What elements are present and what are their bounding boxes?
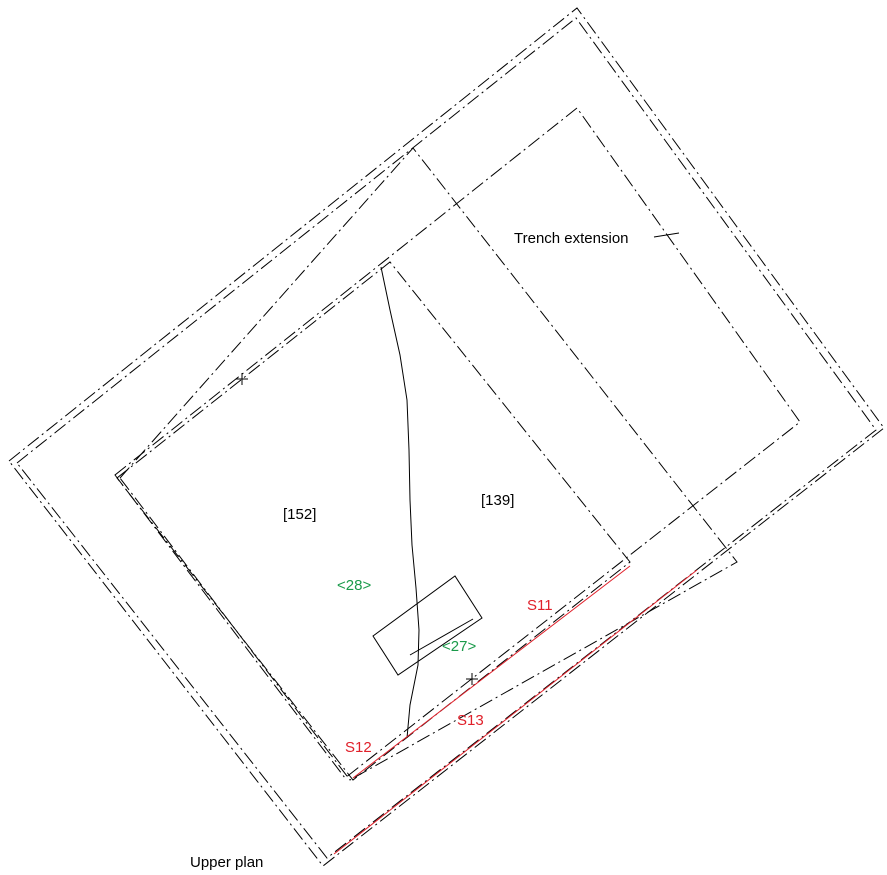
trench-extension-outline <box>114 107 801 779</box>
section-line-s11 <box>352 565 631 779</box>
small-find-label-27: <27> <box>442 638 476 655</box>
context-boundary-line <box>380 266 420 739</box>
context-label-152: [152] <box>283 506 316 523</box>
survey-point-marker <box>466 673 478 685</box>
small-find-box <box>372 575 483 676</box>
section-label-s12: S12 <box>345 739 372 756</box>
outer-trench-limit <box>8 7 885 867</box>
section-label-s11: S11 <box>527 597 553 614</box>
middle-plan-outline <box>119 147 738 781</box>
outer-trench-limit-inner <box>16 17 877 859</box>
small-find-label-28: <28> <box>337 577 371 594</box>
context-label-139: [139] <box>481 492 514 509</box>
section-label-s13: S13 <box>457 712 484 729</box>
section-line-s13 <box>333 569 698 855</box>
excavation-area-outline <box>116 261 631 781</box>
trench-extension-leader <box>653 232 680 238</box>
survey-point-marker <box>236 373 248 385</box>
trench-extension-label: Trench extension <box>514 230 629 247</box>
upper-plan-label: Upper plan <box>190 854 263 871</box>
small-find-line <box>409 618 474 656</box>
